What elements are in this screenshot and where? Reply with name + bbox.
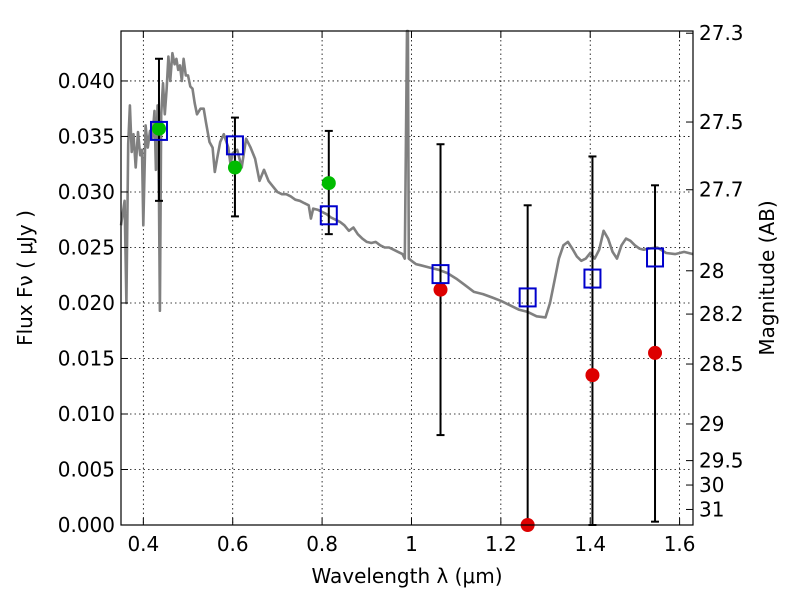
x-axis-label: Wavelength λ (μm) [311,564,502,588]
y-tick-label: 0.020 [58,291,115,315]
y-axis-label: Flux Fν ( μJy ) [13,210,37,346]
y-tick-label: 0.040 [58,69,115,93]
x-axis: 0.4 0.6 0.8 1 1.2 1.4 1.6 [127,31,696,556]
model-square [149,120,168,141]
right-tick-label: 28.5 [699,352,744,376]
model-square [646,247,665,268]
y-axis-left: 0.000 0.005 0.010 0.015 0.020 0.025 0.030 0.035… [58,69,128,537]
red-point [433,282,448,297]
green-point [321,176,336,191]
x-tick-label: 1 [405,532,418,556]
y-tick-label: 0.030 [58,180,115,204]
right-axis-label: Magnitude (AB) [755,200,779,355]
model-square [319,205,338,226]
right-tick-label: 28 [699,259,724,283]
y-tick-label: 0.000 [58,513,115,537]
y-tick-label: 0.010 [58,402,115,426]
model-square [225,135,244,156]
green-point [151,121,166,136]
spectrum-line [119,29,694,319]
x-tick-label: 0.8 [306,532,338,556]
x-tick-label: 0.4 [127,532,159,556]
y-tick-label: 0.005 [58,457,115,481]
x-tick-label: 1.6 [664,532,696,556]
right-tick-label: 29 [699,412,724,436]
right-tick-label: 28.2 [699,302,744,326]
green-point [227,160,242,175]
right-tick-label: 27.5 [699,110,744,134]
model-square [431,264,450,285]
model-square [518,287,537,308]
right-tick-label: 27.7 [699,178,744,202]
marker-layer [149,120,665,532]
right-tick-label: 27.3 [699,21,744,45]
y-tick-label: 0.025 [58,235,115,259]
right-tick-label: 31 [699,497,724,521]
right-tick-label: 30 [699,473,724,497]
x-tick-label: 0.6 [217,532,249,556]
plot-frame [120,30,694,526]
red-point [648,345,663,360]
red-point [585,368,600,383]
y-tick-label: 0.035 [58,124,115,148]
x-tick-label: 1.2 [485,532,517,556]
model-square [583,268,602,289]
x-tick-label: 1.4 [574,532,606,556]
spectrum-layer [119,29,694,319]
y-tick-label: 0.015 [58,346,115,370]
right-tick-label: 29.5 [699,449,744,473]
